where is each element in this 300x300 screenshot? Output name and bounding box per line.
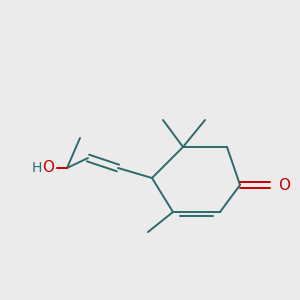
Text: O: O <box>278 178 290 193</box>
Text: O: O <box>42 160 54 175</box>
Text: H: H <box>32 161 42 175</box>
